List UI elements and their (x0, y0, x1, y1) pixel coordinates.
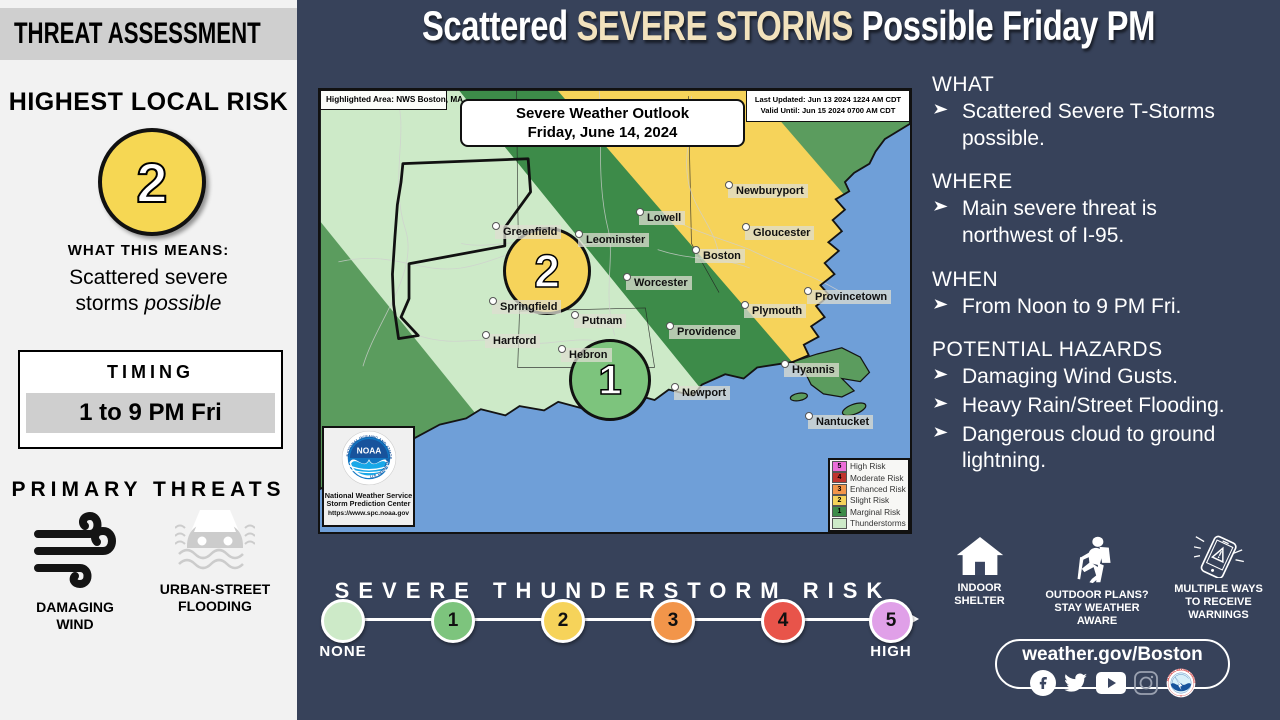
svg-text:NOAA: NOAA (356, 446, 381, 456)
